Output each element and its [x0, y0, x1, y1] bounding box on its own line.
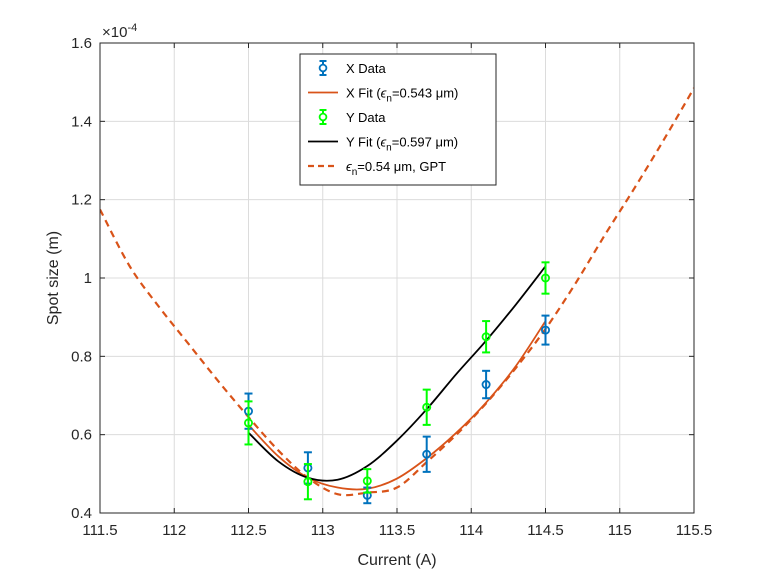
- legend-label-3-part-3: =0.597 μm): [392, 135, 458, 150]
- x-tick-label-5: 114: [459, 522, 483, 539]
- legend-box: [299, 53, 497, 186]
- x-axis-label: Current (A): [357, 552, 436, 569]
- series-gpt-line: [100, 87, 694, 497]
- x-tick-label-3: 113: [311, 522, 335, 539]
- legend-label-4: ϵn=0.54 μm, GPT: [346, 159, 446, 178]
- legend-label-1-part-3: =0.543 μm): [392, 86, 458, 101]
- x-data-point-5: [541, 325, 551, 335]
- legend-item-4: ϵn=0.54 μm, GPT: [308, 159, 446, 178]
- y-data-point-1: [303, 477, 313, 487]
- x-tick-label-6: 114.5: [527, 522, 563, 539]
- y-data-point-2: [362, 476, 372, 486]
- series-y-fit-line: [247, 265, 547, 482]
- y-tick-label-2: 0.8: [71, 348, 92, 365]
- legend-marker-0: [318, 63, 328, 73]
- series-x-fit-line: [247, 320, 547, 491]
- x-data-point-3: [422, 449, 432, 459]
- y-tick-label-0: 0.4: [71, 505, 92, 522]
- x-tick-label-2: 112.5: [230, 522, 266, 539]
- legend-item-2: Y Data: [318, 109, 386, 125]
- y-data-point-4: [481, 332, 491, 342]
- legend-marker-2: [318, 112, 328, 122]
- x-data-point-4: [481, 380, 491, 390]
- y-tick-label-3: 1: [84, 270, 92, 287]
- y-data-point-0: [243, 418, 253, 428]
- x-tick-label-4: 113.5: [379, 522, 415, 539]
- x-tick-label-1: 112: [162, 522, 186, 539]
- legend-label-4-part-2: n: [352, 167, 358, 178]
- legend-label-3: Y Fit (ϵn=0.597 μm): [346, 135, 458, 154]
- series-group: [100, 87, 694, 505]
- series-y-data-points: [243, 261, 551, 501]
- legend-label-1-part-1: ϵ: [381, 86, 387, 101]
- legend-label-3-part-1: ϵ: [380, 135, 386, 150]
- legend-label-4-part-1: ϵ: [346, 159, 352, 174]
- x-tick-label-0: 111.5: [82, 522, 117, 539]
- y-tick-label-6: 1.6: [71, 35, 92, 52]
- x-tick-label-8: 115.5: [676, 522, 712, 539]
- y-data-point-5: [541, 273, 551, 283]
- y-data-point-3: [422, 402, 432, 412]
- legend-label-1: X Fit (ϵn=0.543 μm): [346, 86, 458, 105]
- legend-label-4-part-3: =0.54 μm, GPT: [357, 159, 446, 174]
- x-tick-label-7: 115: [608, 522, 632, 539]
- y-axis-ticks: 0.4 0.6 0.8 1 1.2 1.4 1.6: [71, 35, 694, 522]
- legend-item-3: Y Fit (ϵn=0.597 μm): [308, 135, 458, 154]
- legend-item-0: X Data: [318, 60, 387, 76]
- legend-label-2: Y Data: [346, 110, 386, 125]
- legend-label-0: X Data: [346, 61, 387, 76]
- y-exponent-label: ×10-4: [102, 22, 137, 41]
- y-tick-label-5: 1.4: [71, 113, 92, 130]
- y-exponent-power: -4: [127, 22, 137, 34]
- legend-label-3-part-2: n: [386, 143, 392, 154]
- legend-label-1-part-0: X Fit (: [346, 86, 381, 101]
- legend-label-3-part-0: Y Fit (: [346, 135, 381, 150]
- y-axis-label: Spot size (m): [45, 231, 62, 325]
- y-tick-label-4: 1.2: [71, 192, 92, 209]
- legend-label-1-part-2: n: [386, 94, 392, 105]
- legend-item-1: X Fit (ϵn=0.543 μm): [308, 86, 458, 105]
- y-tick-label-1: 0.6: [71, 427, 92, 444]
- x-axis-ticks: 111.5 112 112.5 113 113.5 114 114.5 115 115.5: [82, 43, 712, 539]
